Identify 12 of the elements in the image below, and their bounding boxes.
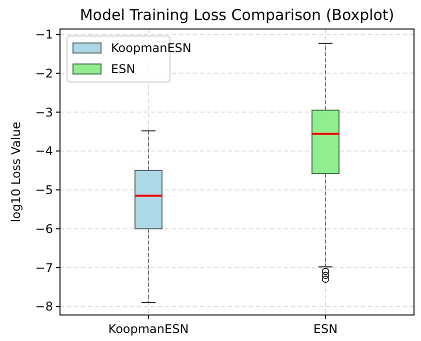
y-tick-label: −2 <box>35 66 53 80</box>
legend-label: ESN <box>111 62 136 76</box>
chart-title: Model Training Loss Comparison (Boxplot) <box>80 6 394 24</box>
y-tick-label: −6 <box>35 222 53 236</box>
y-tick-label: −5 <box>35 183 53 198</box>
legend-label: KoopmanESN <box>111 41 192 56</box>
y-tick-label: −1 <box>35 28 53 42</box>
y-tick-label: −4 <box>35 144 53 158</box>
y-tick-label: −3 <box>35 105 53 120</box>
y-axis-title: log10 Loss Value <box>9 122 23 222</box>
y-tick-label: −8 <box>35 300 53 314</box>
y-tick-label: −7 <box>35 260 53 275</box>
